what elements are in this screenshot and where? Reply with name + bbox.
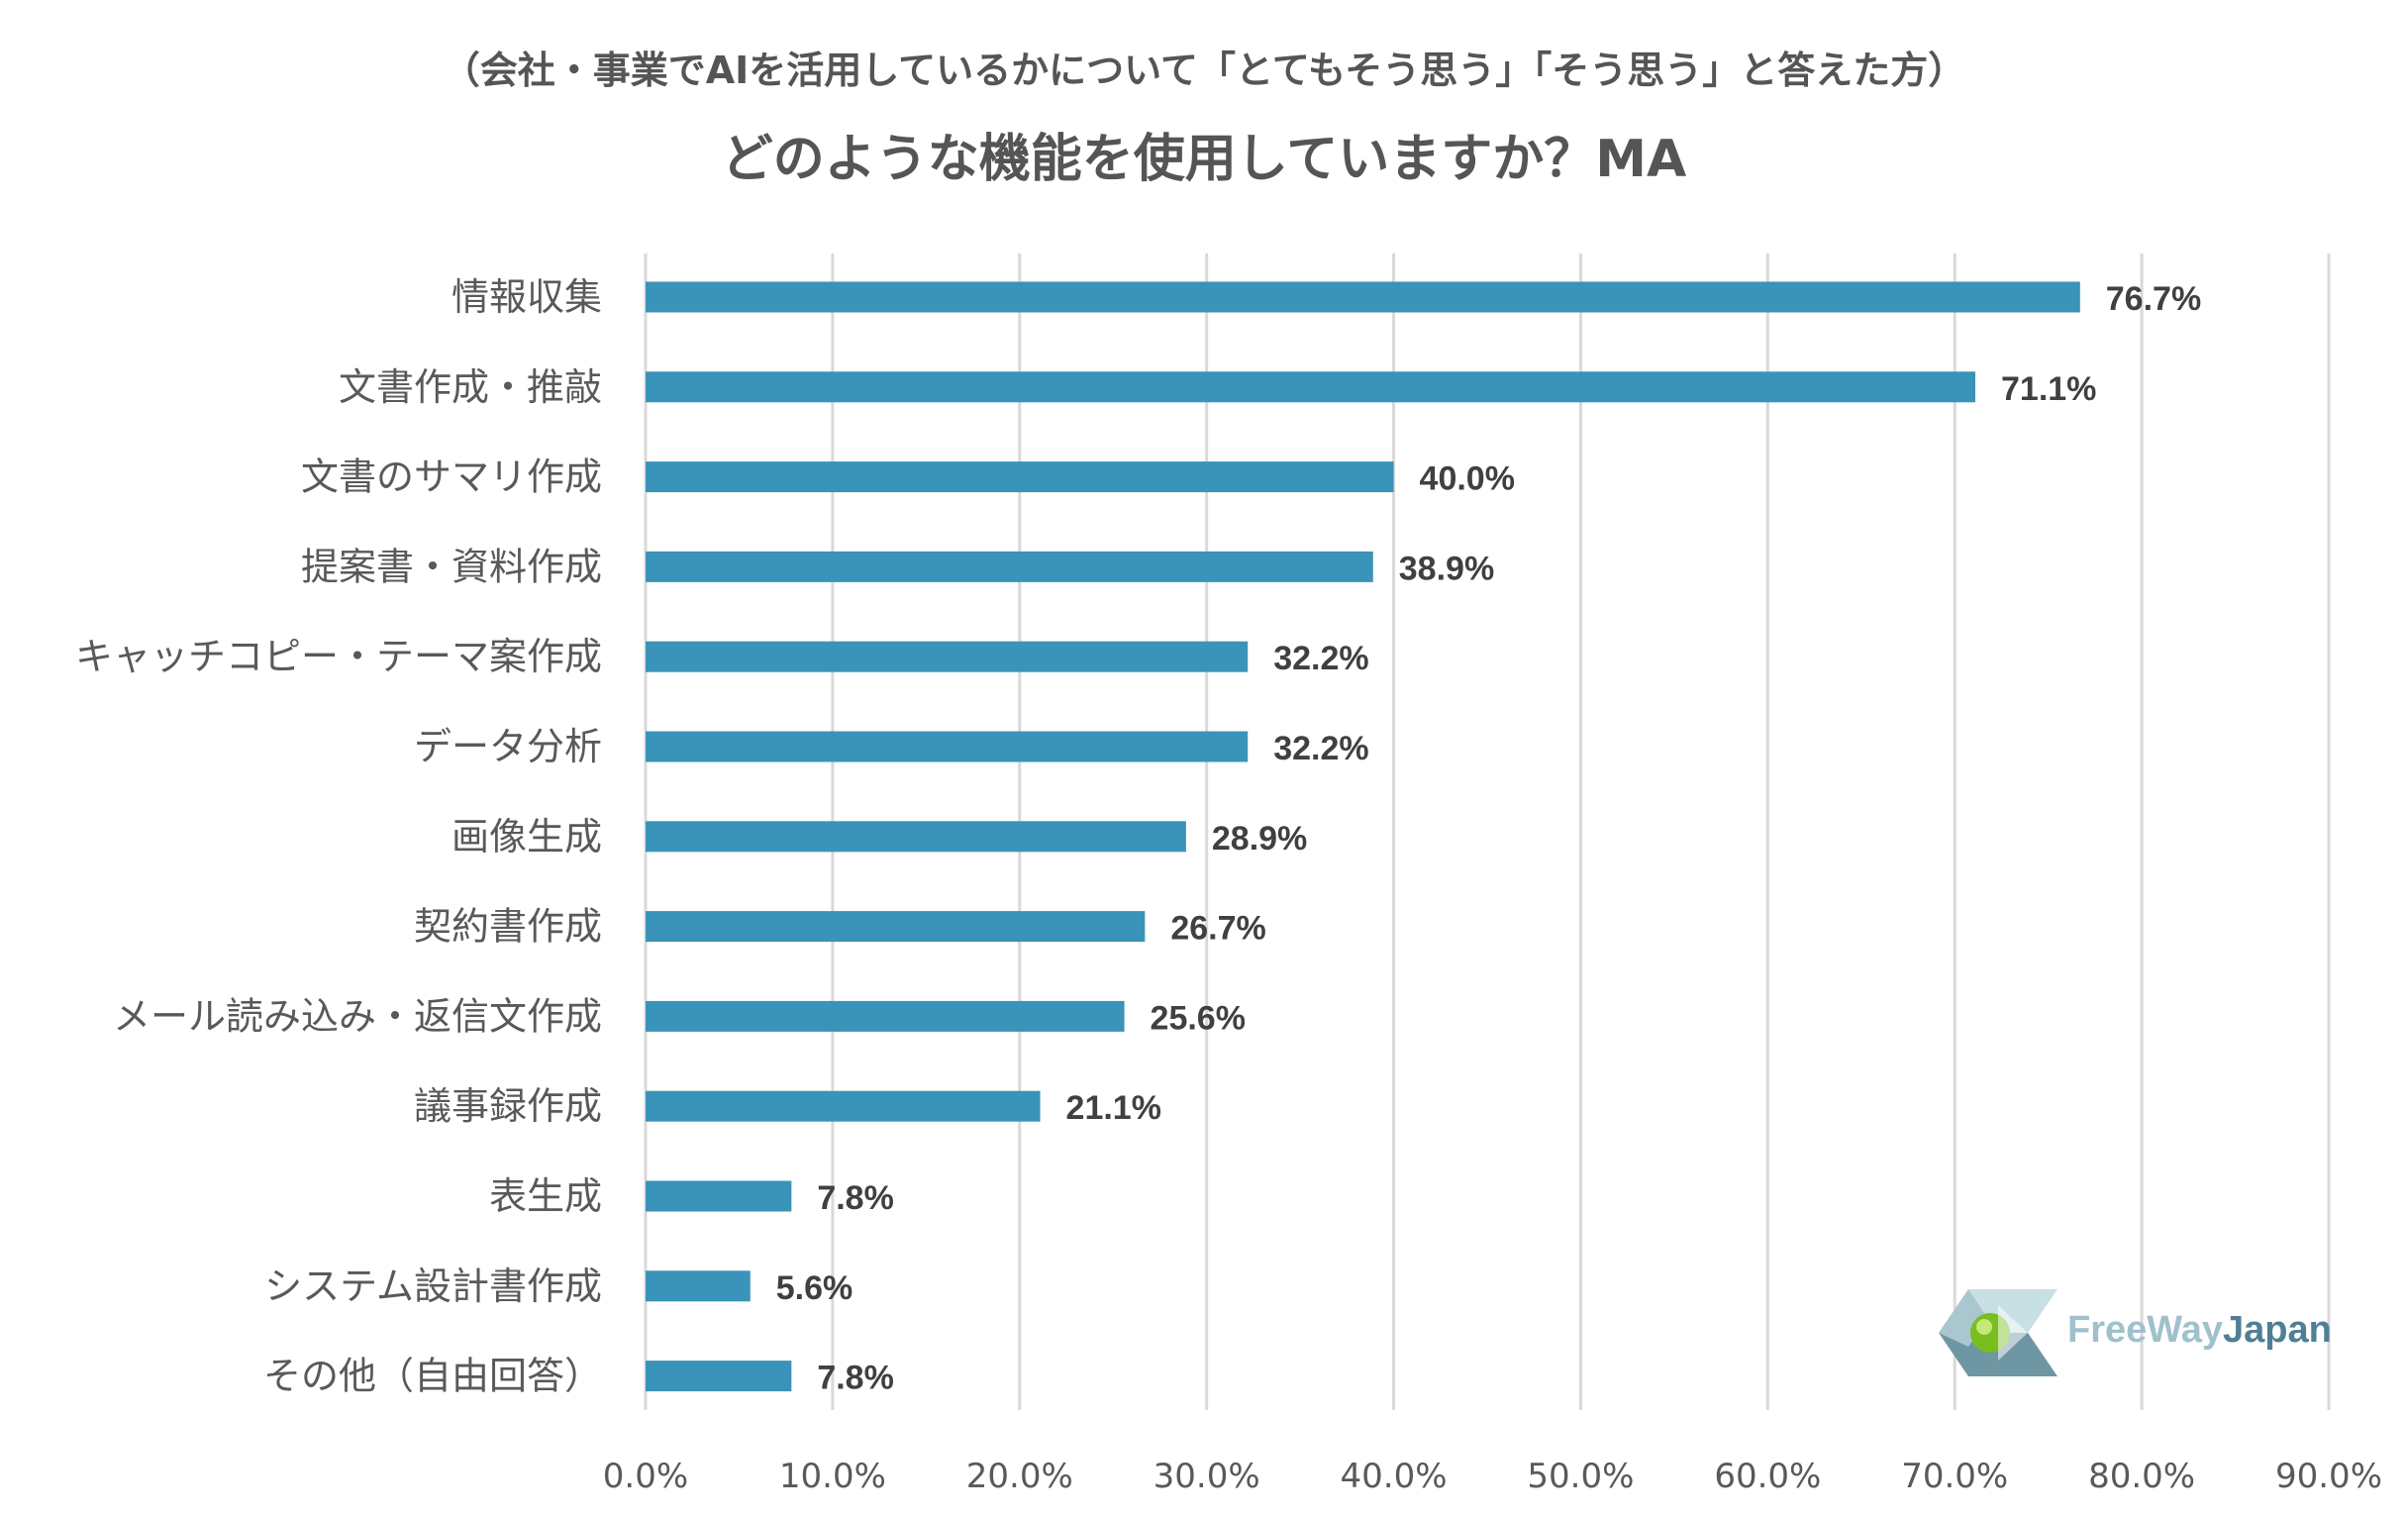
bar [646,641,1249,672]
category-label: 提案書・資料作成 [301,545,602,588]
category-label: キャッチコピー・テーマ案作成 [75,635,602,678]
freewayjapan-logo: FreeWayJapan [1933,1283,2332,1382]
chart-subtitle: （会社・事業でAIを活用しているかについて「とてもそう思う」「そう思う」と答えた… [442,49,1966,92]
data-label: 5.6% [776,1269,853,1307]
chart-title: どのような機能を使用していますか？MA [721,130,1687,189]
x-tick-label: 70.0% [1901,1457,2008,1496]
data-label: 7.8% [817,1360,894,1397]
category-label: 表生成 [489,1174,602,1218]
bars [646,281,2080,1392]
data-label: 71.1% [2001,370,2096,408]
data-label: 21.1% [1066,1089,1161,1127]
data-label: 76.7% [2106,280,2201,318]
x-tick-label: 80.0% [2088,1457,2195,1496]
labels: 0.0% 10.0% 20.0% 30.0% 40.0% 50.0% 60.0% 70.0% 8… [75,275,2382,1496]
bar [646,281,2080,313]
logo-text-part2: Japan [2223,1309,2332,1351]
data-label: 25.6% [1151,999,1246,1037]
x-tick-label: 40.0% [1341,1457,1448,1496]
logo-text: FreeWayJapan [2067,1309,2332,1352]
category-label: 文書作成・推敲 [339,365,602,409]
data-label: 32.2% [1273,640,1368,677]
x-tick-label: 50.0% [1527,1457,1634,1496]
bar [646,731,1249,762]
logo-mark-icon [1939,1289,2057,1376]
bar [646,551,1373,582]
category-label: その他（自由回答） [263,1355,602,1398]
x-tick-label: 0.0% [603,1457,688,1496]
bar [646,1000,1125,1032]
x-tick-label: 30.0% [1154,1457,1260,1496]
category-label: 文書のサマリ作成 [301,455,602,499]
x-tick-label: 10.0% [779,1457,886,1496]
category-label: 情報収集 [452,275,602,319]
x-tick-label: 60.0% [1714,1457,1821,1496]
bar [646,1361,792,1392]
data-label: 40.0% [1420,460,1515,498]
x-tick-label: 20.0% [966,1457,1073,1496]
category-label: メール読み込み・返信文作成 [113,994,602,1038]
bar [646,821,1186,853]
data-label: 38.9% [1399,550,1494,587]
category-label: 画像生成 [452,815,602,859]
bar [646,1180,792,1212]
bar [646,371,1975,403]
bar [646,461,1394,493]
category-label: 契約書作成 [414,905,602,949]
category-label: データ分析 [414,725,602,768]
data-label: 32.2% [1273,730,1368,767]
x-tick-label: 90.0% [2275,1457,2382,1496]
bar [646,911,1146,943]
data-label: 26.7% [1170,910,1265,948]
bar [646,1090,1041,1122]
data-label: 28.9% [1212,820,1307,858]
category-label: 議事録作成 [414,1084,602,1128]
logo-text-part1: FreeWay [2067,1309,2223,1351]
category-label: システム設計書作成 [264,1264,602,1308]
bar [646,1270,751,1302]
data-label: 7.8% [817,1179,894,1217]
